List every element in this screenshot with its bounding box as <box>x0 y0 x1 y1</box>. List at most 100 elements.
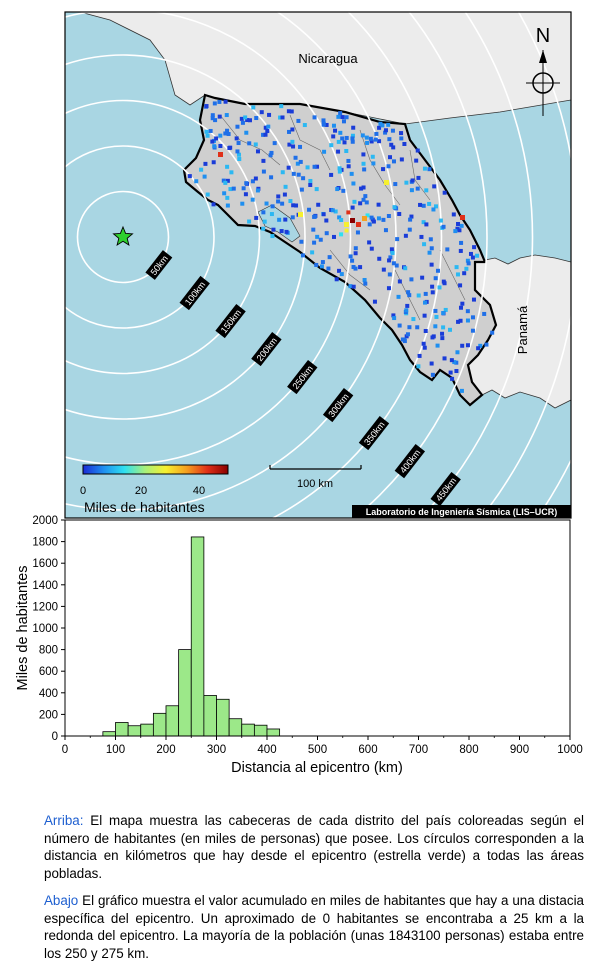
district-dot <box>204 129 209 134</box>
district-dot <box>427 167 432 172</box>
caption-text-top: El mapa muestra las cabeceras de cada di… <box>44 813 584 881</box>
district-dot <box>432 184 437 189</box>
district-dot <box>353 266 358 271</box>
y-tick-label: 1400 <box>32 580 58 592</box>
district-dot <box>261 169 266 174</box>
district-dot <box>388 255 393 260</box>
district-dot <box>312 240 317 245</box>
district-dot <box>423 300 428 305</box>
district-dot <box>269 150 274 155</box>
district-dot-high <box>344 222 349 227</box>
district-dot <box>339 272 344 277</box>
district-dot <box>279 229 284 234</box>
district-dot <box>458 305 463 310</box>
district-dot <box>405 303 410 308</box>
district-dot <box>337 166 342 171</box>
district-dot <box>319 264 324 269</box>
district-dot <box>363 281 368 286</box>
district-dot <box>225 195 230 200</box>
district-dot <box>336 139 341 144</box>
district-dot <box>286 109 291 114</box>
district-dot <box>333 209 338 214</box>
distance-ring <box>352 12 488 518</box>
x-ticks: 0 100 200 300 400 500 600 700 800 900 1000 <box>62 736 583 756</box>
district-dot <box>435 268 440 273</box>
district-dot <box>414 158 419 163</box>
district-dot <box>476 346 481 351</box>
district-dot <box>416 364 421 369</box>
histogram-bar <box>228 718 243 737</box>
district-dot <box>404 308 409 313</box>
district-dot <box>321 121 326 126</box>
district-dot <box>369 246 374 251</box>
colorbar-tick-0: 0 <box>80 485 86 497</box>
epicenter-star <box>112 225 134 246</box>
district-dot <box>299 187 304 192</box>
district-dot <box>339 232 344 237</box>
x-tick-label: 100 <box>106 744 125 756</box>
district-dot <box>329 172 334 177</box>
district-dot <box>296 118 301 123</box>
district-dot <box>250 179 255 184</box>
district-dot <box>429 262 434 267</box>
district-dot-high <box>350 218 355 223</box>
district-dot <box>346 164 351 169</box>
district-dot <box>290 127 295 132</box>
district-dot <box>210 139 215 144</box>
district-dot <box>326 266 331 271</box>
district-dot <box>430 372 435 377</box>
district-dot <box>364 135 369 140</box>
district-dot <box>351 125 356 130</box>
district-dot <box>465 318 470 323</box>
district-dot <box>312 214 317 219</box>
district-dot <box>294 203 299 208</box>
x-tick-label: 700 <box>409 744 428 756</box>
district-dot <box>299 239 304 244</box>
district-dot <box>449 358 454 363</box>
district-dot <box>405 332 410 337</box>
district-dot <box>404 334 409 339</box>
y-axis-label: Miles de habitantes <box>15 566 31 691</box>
district-dot <box>288 199 293 204</box>
district-dot <box>287 142 292 147</box>
district-dot <box>225 203 230 208</box>
y-tick-label: 200 <box>39 709 58 721</box>
district-dot <box>387 137 392 142</box>
histogram-bar <box>152 712 167 737</box>
histogram-bar <box>127 725 142 737</box>
district-dot <box>341 119 346 124</box>
caption: Arriba: El mapa muestra las cabeceras de… <box>44 812 584 972</box>
district-dot <box>324 218 329 223</box>
district-dot <box>210 113 215 118</box>
district-dot <box>370 154 375 159</box>
district-dot <box>417 353 422 358</box>
district-dot <box>399 136 404 141</box>
district-dot <box>387 272 392 277</box>
district-dot <box>308 178 313 183</box>
district-dot <box>271 227 276 232</box>
district-dot <box>410 178 415 183</box>
district-dot <box>447 327 452 332</box>
district-dot <box>456 221 461 226</box>
district-dot <box>380 123 385 128</box>
histogram-bar <box>216 698 230 737</box>
district-dot <box>430 290 435 295</box>
district-dot <box>383 228 388 233</box>
district-dot <box>377 125 382 130</box>
district-dot <box>418 202 423 207</box>
district-dot <box>213 118 218 123</box>
caption-text-bottom: El gráfico muestra el valor acumulado en… <box>44 893 584 961</box>
y-tick-label: 800 <box>39 645 58 657</box>
district-dot <box>376 202 381 207</box>
district-dot <box>391 261 396 266</box>
district-dot <box>218 143 223 148</box>
district-dot <box>440 336 445 341</box>
district-dot <box>280 115 285 120</box>
district-dot <box>371 161 376 166</box>
district-dot <box>352 199 357 204</box>
label-nicaragua: Nicaragua <box>298 51 358 66</box>
district-dot <box>422 166 427 171</box>
district-dot <box>269 175 274 180</box>
district-dot <box>217 114 222 119</box>
histogram-bar <box>203 695 217 737</box>
